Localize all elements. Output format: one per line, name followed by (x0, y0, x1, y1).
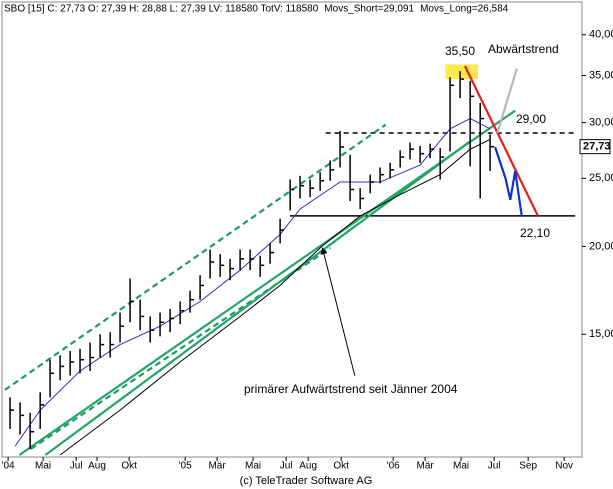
y-tick-label: 15,00 (589, 328, 613, 340)
peak-box (445, 64, 478, 80)
trend-line (464, 65, 539, 217)
y-tick-label: 25,00 (589, 172, 613, 184)
trend-line (4, 123, 387, 391)
x-tick-label: Mai (245, 461, 261, 472)
last-value-box (579, 139, 611, 155)
ma-line (59, 138, 491, 456)
arrow-line (320, 247, 356, 376)
peak-label: 35,50 (445, 44, 475, 58)
y-tick-label: 30,00 (589, 117, 613, 129)
x-tick-label: Mai (35, 461, 51, 472)
last-value-label: 27,73 (583, 141, 611, 153)
x-tick-label: Mär (208, 461, 226, 472)
x-tick-label: '04 (2, 461, 15, 472)
x-tick-label: Mär (417, 461, 435, 472)
x-tick-label: Aug (299, 461, 317, 472)
x-tick-label: '06 (387, 461, 400, 472)
x-tick-label: Jul (280, 461, 293, 472)
x-tick-label: Nov (555, 461, 573, 472)
plot-frame (1, 1, 583, 458)
y-tick-label: 20,00 (589, 240, 613, 252)
legend-entry: Movs_Long=26,584 (420, 4, 509, 15)
level-label: 29,00 (516, 112, 546, 126)
trend-line (496, 68, 518, 134)
header: SBO [15] C: 27,73 O: 27,39 H: 28,88 L: 2… (4, 4, 509, 15)
trend-line (494, 146, 523, 217)
x-tick-label: Okt (121, 461, 137, 472)
annotation: primärer Aufwärtstrend seit Jänner 2004 (244, 382, 458, 396)
trend-line (44, 140, 471, 456)
x-tick-label: Jul (488, 461, 501, 472)
x-tick-label: Sep (519, 461, 537, 472)
x-tick-label: Okt (333, 461, 349, 472)
y-tick-label: 35,00 (589, 69, 613, 81)
footer: (c) TeleTrader Software AG (240, 475, 373, 487)
x-tick-label: Aug (88, 461, 106, 472)
level-label: 22,10 (520, 226, 550, 240)
x-tick-label: Jul (70, 461, 83, 472)
annotation: Abwärtstrend (488, 42, 559, 56)
x-tick-label: Mai (453, 461, 469, 472)
legend-entry: Movs_Short=29,091 (324, 4, 414, 15)
y-tick-label: 40,00 (589, 29, 613, 41)
x-tick-label: '05 (179, 461, 192, 472)
header-text: SBO [15] C: 27,73 O: 27,39 H: 28,88 L: 2… (4, 4, 319, 15)
